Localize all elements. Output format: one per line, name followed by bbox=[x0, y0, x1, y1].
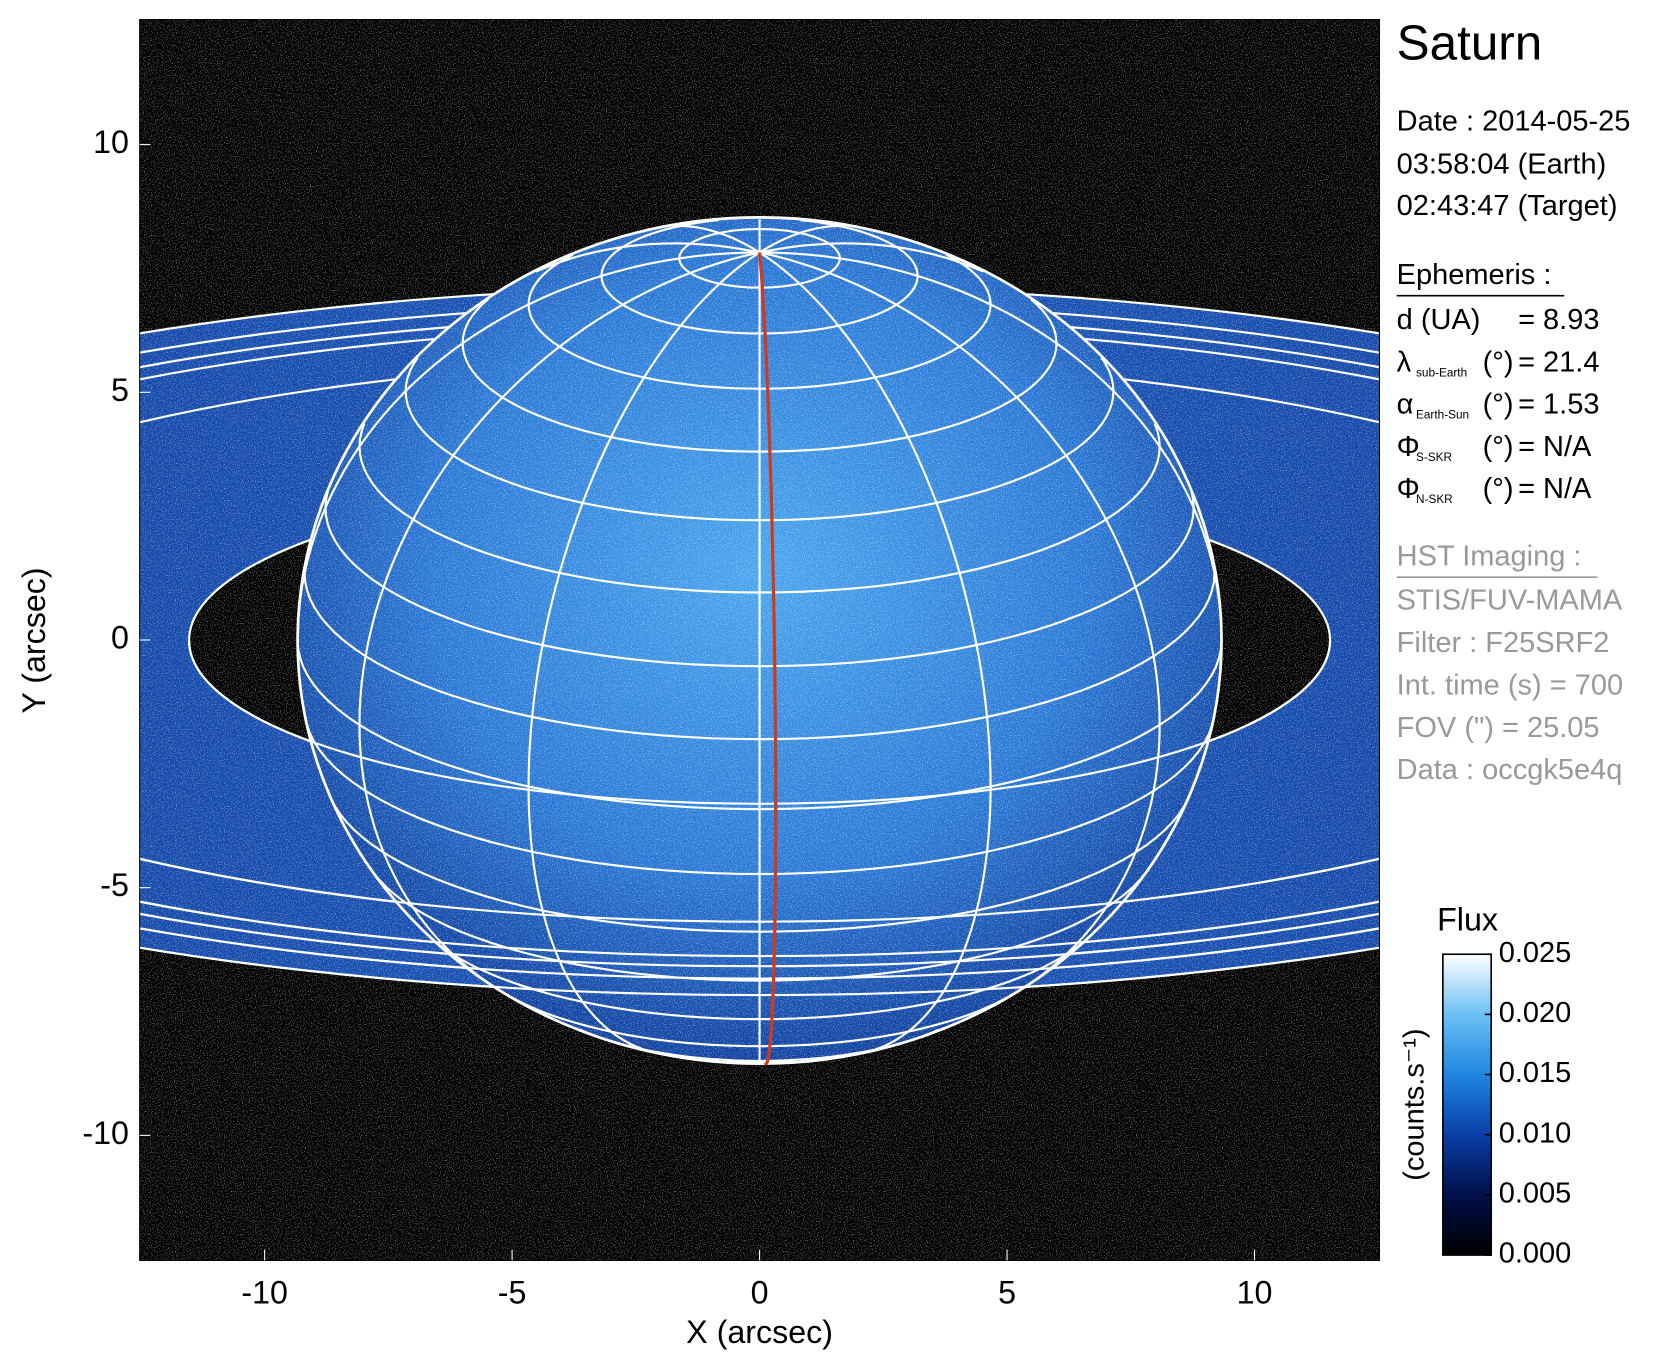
colorbar-label: (counts.s⁻¹) bbox=[1399, 1029, 1431, 1181]
ephemeris-label: (°) bbox=[1483, 473, 1514, 505]
y-tick-label: 10 bbox=[93, 124, 129, 160]
imaging-info: STIS/FUV-MAMA Filter : F25SRF2 Int. time (… bbox=[1397, 585, 1623, 787]
longitude-line bbox=[759, 242, 984, 273]
imaging-line: Filter : F25SRF2 bbox=[1397, 627, 1610, 659]
ephemeris-symbol: Φ bbox=[1397, 431, 1420, 463]
imaging-line: STIS/FUV-MAMA bbox=[1397, 585, 1623, 617]
longitude-line bbox=[759, 224, 847, 254]
earth-time: 03:58:04 (Earth) bbox=[1397, 148, 1607, 180]
colorbar-tick-label: 0.005 bbox=[1499, 1178, 1572, 1210]
x-tick-label: 10 bbox=[1237, 1274, 1273, 1310]
longitude-line bbox=[758, 251, 992, 1056]
ephemeris-subscript: S-SKR bbox=[1416, 450, 1452, 464]
colorbar-title: Flux bbox=[1437, 902, 1498, 938]
imaging-line: FOV (") = 25.05 bbox=[1397, 712, 1600, 744]
imaging-title: HST Imaging : bbox=[1397, 540, 1582, 572]
ephemeris-subscript: sub-Earth bbox=[1416, 365, 1467, 379]
y-tick-label: -5 bbox=[100, 867, 129, 903]
longitude-line bbox=[296, 251, 760, 628]
ephemeris-value: = 1.53 bbox=[1518, 389, 1599, 421]
ephemeris-label: (°) bbox=[1483, 389, 1514, 421]
colorbar-tick-label: 0.025 bbox=[1499, 937, 1572, 969]
central-meridian bbox=[757, 252, 778, 1066]
imaging-line: Int. time (s) = 700 bbox=[1397, 669, 1623, 701]
chart-title: Saturn bbox=[1397, 15, 1543, 70]
ephemeris-value: = N/A bbox=[1518, 431, 1592, 463]
longitude-line bbox=[673, 224, 761, 254]
longitude-line bbox=[759, 251, 1223, 641]
ephemeris-label: (°) bbox=[1483, 431, 1514, 463]
colorbar-tick-label: 0.020 bbox=[1499, 997, 1572, 1029]
axes: -10 -5 0 5 10 -10 -5 0 5 10 bbox=[82, 124, 1272, 1310]
image bbox=[139, 19, 1380, 1261]
y-tick-label: 5 bbox=[111, 372, 129, 408]
ephemeris-label: d (UA) bbox=[1397, 304, 1481, 336]
colorbar-tick-label: 0.010 bbox=[1499, 1117, 1572, 1149]
colorbar-tick-label: 0.000 bbox=[1499, 1238, 1572, 1270]
colorbar-gradient bbox=[1442, 953, 1493, 1256]
x-tick-label: -10 bbox=[241, 1274, 288, 1310]
x-tick-label: -5 bbox=[498, 1274, 527, 1310]
ephemeris-subscript: N-SKR bbox=[1416, 492, 1453, 506]
ephemeris-value: = N/A bbox=[1518, 473, 1592, 505]
planet-limb bbox=[296, 216, 1223, 1066]
ephemeris-symbol: α bbox=[1397, 389, 1414, 421]
date: Date : 2014-05-25 bbox=[1397, 105, 1631, 137]
ephemeris-symbol: λ bbox=[1397, 346, 1412, 378]
saturn-image bbox=[139, 19, 1380, 1261]
longitude-line bbox=[358, 251, 760, 1006]
target-time: 02:43:47 (Target) bbox=[1397, 190, 1618, 222]
ephemeris-symbol: Φ bbox=[1397, 473, 1420, 505]
ephemeris-title: Ephemeris : bbox=[1397, 259, 1552, 291]
ephemeris-label: (°) bbox=[1483, 346, 1514, 378]
x-axis-label: X (arcsec) bbox=[686, 1314, 833, 1350]
y-tick-label: 0 bbox=[111, 620, 129, 656]
colorbar-tick-label: 0.015 bbox=[1499, 1057, 1572, 1089]
longitude-line bbox=[759, 251, 1161, 1006]
ephemeris: d (UA) = 8.93λ sub-Earth (°) = 21.4α Earth-Su… bbox=[1397, 304, 1600, 506]
x-tick-label: 0 bbox=[751, 1274, 769, 1310]
imaging-line: Data : occgk5e4q bbox=[1397, 754, 1623, 786]
longitude-line bbox=[527, 251, 761, 1056]
y-tick-label: -10 bbox=[82, 1115, 129, 1151]
y-axis-label: Y (arcsec) bbox=[16, 567, 52, 713]
longitude-line bbox=[535, 242, 760, 273]
ephemeris-value: = 21.4 bbox=[1518, 346, 1599, 378]
ephemeris-value: = 8.93 bbox=[1518, 304, 1599, 336]
ephemeris-subscript: Earth-Sun bbox=[1416, 408, 1469, 422]
x-tick-label: 5 bbox=[998, 1274, 1016, 1310]
